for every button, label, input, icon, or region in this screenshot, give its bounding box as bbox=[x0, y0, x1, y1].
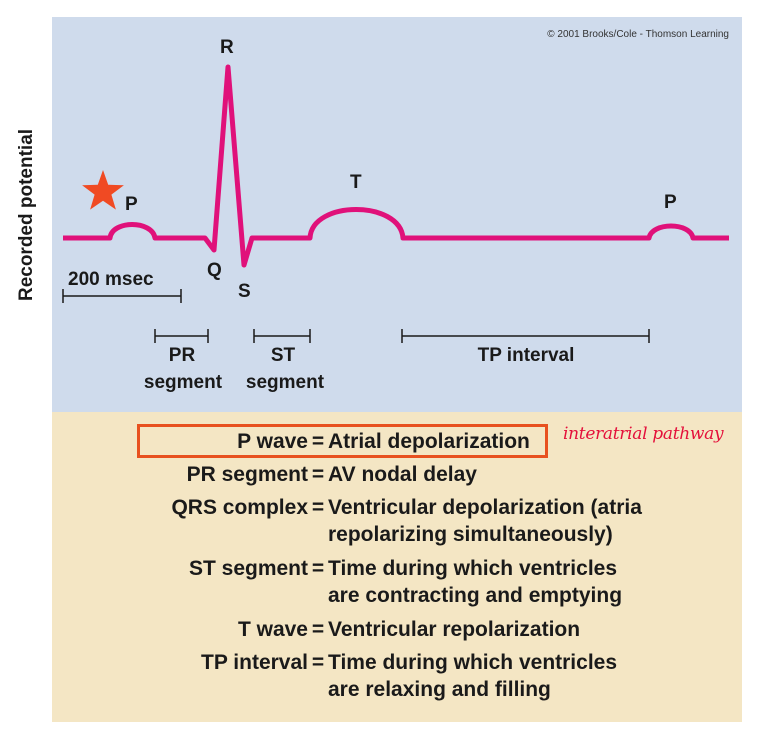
definition-text: Time during which ventricles bbox=[328, 651, 618, 674]
definition-equals: = bbox=[311, 496, 325, 519]
definition-equals: = bbox=[311, 651, 325, 674]
scale-bar bbox=[62, 289, 182, 303]
definition-term: TP interval bbox=[201, 651, 308, 674]
st-segment-bracket bbox=[253, 329, 311, 343]
definition-term: ST segment bbox=[188, 557, 308, 580]
scale-bar-label: 200 msec bbox=[68, 269, 154, 290]
definition-text-continued: are relaxing and filling bbox=[328, 678, 551, 701]
definition-term: QRS complex bbox=[171, 496, 308, 519]
ecg-trace bbox=[63, 64, 729, 268]
definition-text-continued: repolarizing simultaneously) bbox=[328, 523, 613, 546]
p-wave-label-1: P bbox=[125, 194, 138, 215]
definition-equals: = bbox=[311, 463, 325, 486]
s-wave-label: S bbox=[238, 281, 251, 302]
handwritten-note: interatrial pathway bbox=[563, 424, 724, 444]
waveform-panel bbox=[52, 17, 742, 412]
definition-text: Time during which ventricles bbox=[328, 557, 618, 580]
p-wave-label-2: P bbox=[664, 192, 677, 213]
definition-equals: = bbox=[311, 557, 325, 580]
p-wave-highlight-box bbox=[137, 424, 548, 458]
tp-interval-label: TP interval bbox=[478, 345, 575, 366]
definition-text: AV nodal delay bbox=[328, 463, 477, 486]
star-icon bbox=[82, 170, 124, 210]
definition-equals: = bbox=[311, 430, 325, 453]
definition-text: Ventricular depolarization (atria bbox=[328, 496, 642, 519]
tp-interval-bracket bbox=[401, 329, 650, 343]
st-segment-word: segment bbox=[246, 372, 325, 393]
definition-term: P wave bbox=[237, 430, 308, 453]
definition-equals: = bbox=[311, 618, 325, 641]
pr-segment-bracket bbox=[154, 329, 209, 343]
definition-text: Ventricular repolarization bbox=[328, 618, 581, 641]
definition-text-continued: are contracting and emptying bbox=[328, 584, 623, 607]
pr-label: PR bbox=[169, 345, 196, 366]
q-wave-label: Q bbox=[207, 260, 222, 281]
definitions-panel bbox=[52, 412, 742, 722]
definition-term: T wave bbox=[237, 618, 308, 641]
credit-text: © 2001 Brooks/Cole - Thomson Learning bbox=[547, 29, 729, 40]
y-axis-label: Recorded potential bbox=[16, 129, 37, 301]
r-wave-label: R bbox=[220, 37, 234, 58]
pr-segment-word: segment bbox=[144, 372, 223, 393]
definition-term: PR segment bbox=[186, 463, 308, 486]
definition-text: Atrial depolarization bbox=[328, 430, 530, 453]
st-label: ST bbox=[271, 345, 296, 366]
definitions-list: P wave = Atrial depolarization PR segmen… bbox=[52, 412, 742, 722]
t-wave-label: T bbox=[350, 172, 362, 193]
